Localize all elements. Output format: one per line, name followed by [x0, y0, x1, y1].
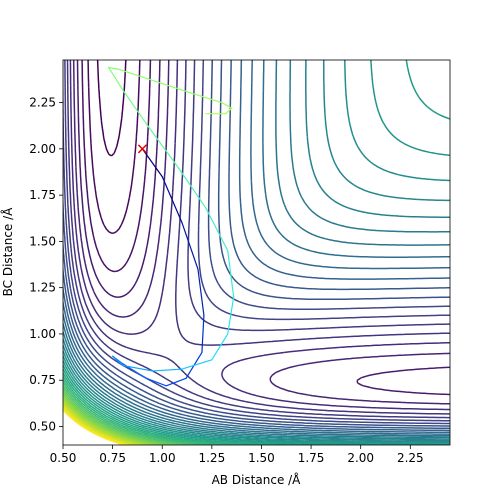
trajectory-segment	[177, 166, 207, 209]
contour-line	[81, 60, 152, 273]
trajectory-segment	[145, 377, 167, 387]
y-tick-label: 2.00	[29, 142, 56, 156]
contour-line	[63, 60, 450, 442]
contour-line	[63, 383, 199, 445]
x-tick-label: 1.00	[149, 451, 176, 465]
contour-line	[63, 60, 450, 427]
contour-line	[63, 60, 450, 439]
trajectory-segment	[165, 377, 187, 387]
contour-line	[66, 60, 450, 415]
x-tick-label: 0.75	[99, 451, 126, 465]
y-tick-label: 2.25	[29, 96, 56, 110]
contour-line	[63, 396, 157, 445]
contour-line	[63, 394, 163, 445]
trajectory-segment	[227, 250, 235, 298]
x-tick-label: 1.50	[248, 451, 275, 465]
trajectory-segment	[211, 333, 229, 361]
trajectory-segment	[151, 79, 193, 94]
trajectory-segment	[121, 89, 149, 128]
contour-line	[63, 60, 450, 435]
contour-line	[63, 60, 450, 437]
axes-frame	[62, 59, 451, 446]
contour-line	[63, 60, 450, 425]
contour-line	[96, 60, 127, 157]
trajectory-segment	[108, 66, 124, 91]
contour-line	[87, 60, 141, 234]
trajectory-segment	[191, 92, 223, 104]
contour-line	[63, 60, 450, 432]
trajectory-segment	[197, 268, 205, 317]
start-marker	[137, 144, 147, 154]
trajectory-segment	[147, 126, 179, 168]
contour-line	[63, 370, 279, 445]
x-tick-label: 1.25	[198, 451, 225, 465]
y-tick-label: 0.75	[29, 373, 56, 387]
contour-line	[72, 60, 450, 405]
plot-area	[63, 60, 450, 445]
contour-line	[69, 60, 450, 411]
trajectory-segment	[121, 364, 153, 372]
y-tick-label: 1.25	[29, 281, 56, 295]
trajectory-segment	[112, 355, 124, 367]
x-tick-label: 1.75	[298, 451, 325, 465]
x-tick-label: 2.25	[397, 451, 424, 465]
x-tick-label: 0.50	[50, 451, 77, 465]
trajectory-segment	[201, 314, 205, 354]
trajectory-segment	[161, 176, 183, 224]
trajectory-segment	[151, 368, 183, 372]
contour-line	[63, 398, 151, 445]
contour-line	[63, 374, 249, 445]
trajectory-segment	[225, 107, 233, 115]
x-tick-label: 2.00	[347, 451, 374, 465]
trajectory-segment	[221, 101, 233, 109]
contour-line	[63, 391, 170, 445]
trajectory-segment	[181, 222, 199, 270]
y-tick-label: 1.75	[29, 188, 56, 202]
contour-line	[63, 60, 450, 445]
y-tick-label: 1.50	[29, 234, 56, 248]
contour-line	[63, 406, 132, 445]
contour-line	[63, 403, 140, 445]
contour-line	[63, 381, 212, 445]
trajectory-segment	[117, 68, 153, 81]
trajectory-segment	[141, 148, 163, 178]
contour-line	[76, 60, 450, 396]
x-axis-label: AB Distance /Å	[212, 472, 302, 487]
contour-line	[64, 60, 450, 419]
contour-line	[63, 401, 145, 445]
contour-line	[63, 377, 228, 445]
trajectory-segment	[181, 359, 213, 370]
trajectory-segment	[205, 207, 229, 252]
y-axis-label: BC Distance /Å	[0, 207, 15, 297]
y-tick-label: 1.00	[29, 327, 56, 341]
contour-line	[63, 60, 450, 434]
y-tick-label: 0.50	[29, 419, 56, 433]
contour-line	[63, 60, 450, 430]
contour-line	[63, 60, 450, 444]
contour-line	[63, 389, 179, 445]
trajectory-segment	[108, 66, 120, 70]
contour-line	[63, 386, 188, 445]
contour-line	[63, 60, 450, 443]
trajectory-segment	[227, 296, 235, 335]
contour-line	[63, 404, 136, 445]
contour-line	[63, 60, 450, 440]
